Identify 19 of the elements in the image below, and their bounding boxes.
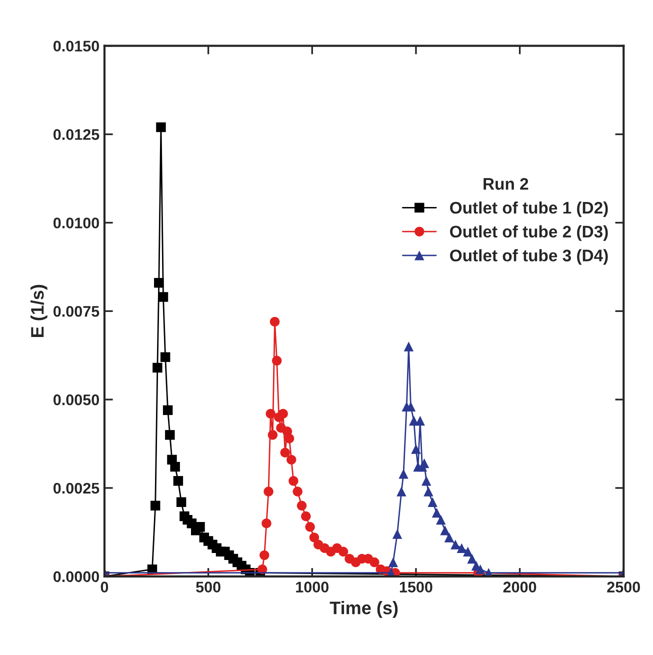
x-tick-label: 2000 (503, 582, 536, 592)
x-tick-label: 1000 (296, 582, 329, 592)
x-tick-label: 500 (196, 582, 220, 592)
x-tick-label: 1500 (400, 582, 432, 592)
y-tick-label: 0.0150 (54, 40, 99, 52)
y-tick-label: 0.0050 (54, 394, 99, 406)
y-tick-label: 0.0125 (54, 129, 100, 140)
legend-title: Run 2 (484, 178, 528, 190)
legend-label: Outlet of tube 3 (D4) (450, 249, 608, 265)
y-tick-label: 0.0100 (54, 218, 99, 228)
x-tick-label: 0 (100, 582, 108, 592)
x-tick-label: 2500 (607, 582, 640, 592)
y-tick-label: 0.0075 (54, 306, 100, 317)
y-tick-label: 0.0000 (54, 571, 99, 582)
x-axis-title: Time (s) (330, 601, 398, 618)
y-axis-title: E (1/s) (30, 284, 48, 338)
legend-label: Outlet of tube 1 (D2) (450, 201, 608, 217)
y-tick-label: 0.0025 (54, 482, 100, 494)
legend-label: Outlet of tube 2 (D3) (450, 225, 608, 241)
